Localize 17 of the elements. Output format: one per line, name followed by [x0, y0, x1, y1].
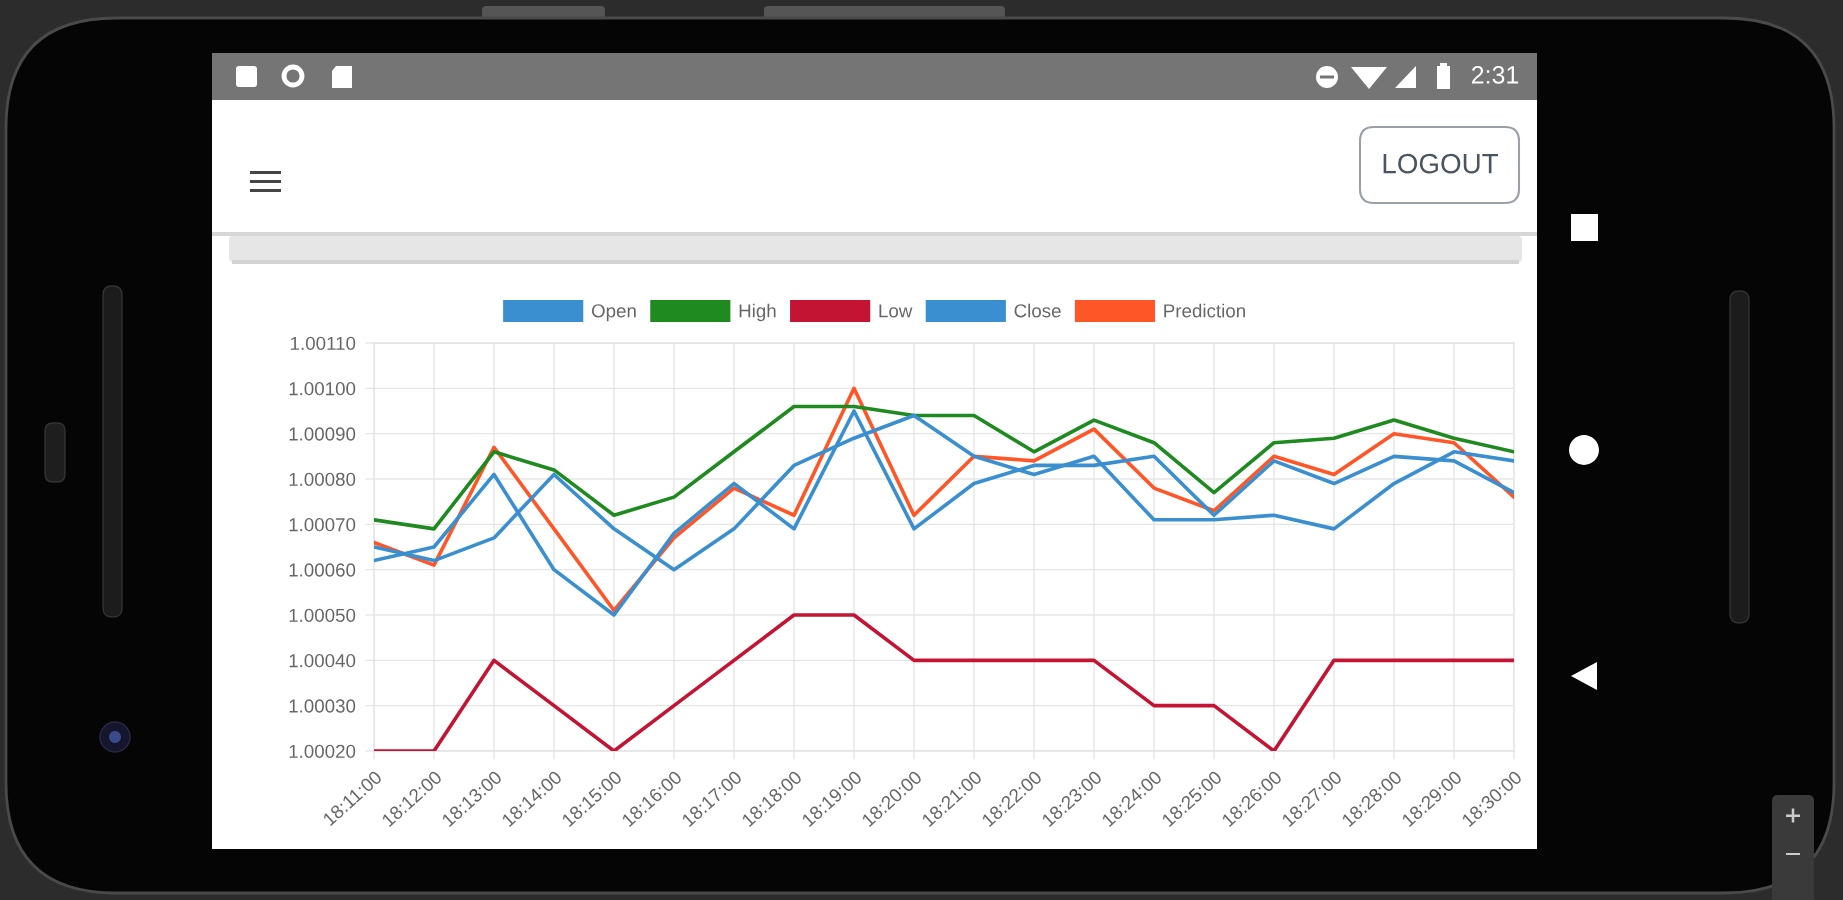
y-tick-label: 1.00110 — [290, 336, 356, 350]
text: 2:31 — [1471, 66, 1519, 84]
text: LOGOUT — [1383, 153, 1499, 174]
y-tick-label: 1.00100 — [289, 382, 356, 396]
y-tick-label: 1.00070 — [289, 518, 356, 532]
legend-label: High — [739, 303, 776, 322]
legend-label: Open — [591, 304, 636, 322]
y-tick-label: 1.00030 — [289, 699, 356, 713]
y-tick-label: 1.00060 — [289, 563, 356, 577]
y-tick-label: 1.00080 — [289, 472, 356, 486]
y-tick-label: 1.00040 — [289, 654, 356, 668]
y-tick-label: 1.00090 — [289, 427, 356, 441]
legend-label: Low — [879, 304, 913, 318]
legend-label: Prediction — [1164, 303, 1245, 318]
y-tick-label: 1.00050 — [289, 608, 356, 622]
y-tick-label: 1.00020 — [289, 744, 356, 758]
legend-label: Close — [1014, 303, 1061, 318]
